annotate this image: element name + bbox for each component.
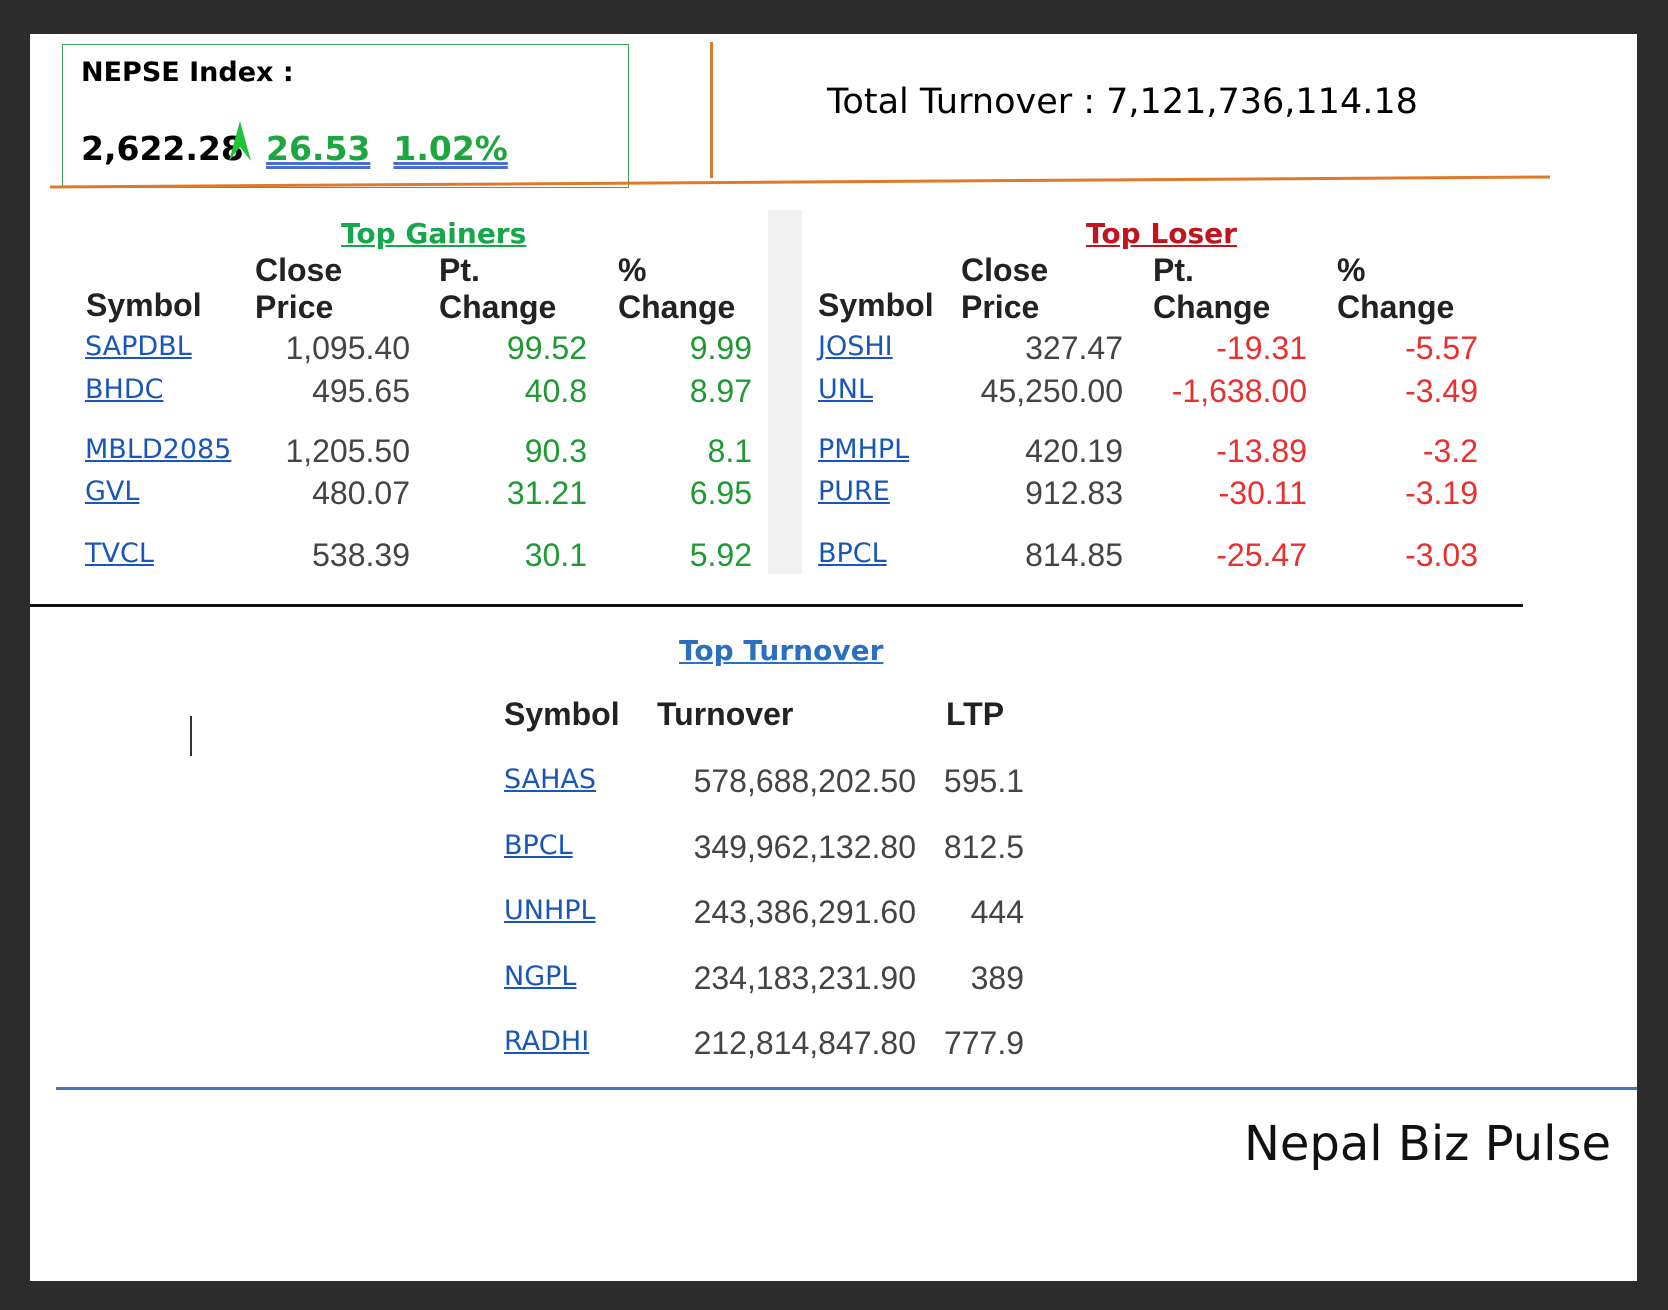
top-gainers-title[interactable]: Top Gainers [341,217,527,250]
loser-pct-change: -5.57 [1405,330,1478,366]
loser-pt-change: -30.11 [1218,475,1307,511]
footer-divider [56,1087,1637,1090]
loser-pct-change: -3.2 [1422,433,1478,469]
gainer-pt-change: 99.52 [506,330,587,366]
losers-header-pct-change: % Change [1337,252,1455,325]
gainer-pct-change: 6.95 [689,475,752,511]
turnover-value: 349,962,132.80 [693,829,916,865]
loser-close: 327.47 [1025,330,1123,366]
brand-name: Nepal Biz Pulse [1243,1116,1611,1172]
gainer-symbol-link[interactable]: SAPDBL [85,331,192,362]
loser-symbol-link[interactable]: PMHPL [818,434,910,465]
up-arrow-icon [229,121,251,161]
turnover-symbol-link[interactable]: UNHPL [504,895,596,926]
gainer-symbol-link[interactable]: MBLD2085 [85,434,232,465]
loser-close: 814.85 [1025,537,1123,573]
text-cursor [190,716,192,756]
gainer-symbol-link[interactable]: TVCL [85,538,154,569]
gainers-header-close: Close Price [255,252,343,325]
turnover-value: 243,386,291.60 [693,894,916,930]
turnover-value: 578,688,202.50 [693,763,916,799]
losers-header-symbol: Symbol [818,287,934,323]
gainers-header-symbol: Symbol [86,287,202,323]
loser-close: 420.19 [1025,433,1123,469]
turnover-header-turnover: Turnover [657,696,794,732]
loser-pt-change: -1,638.00 [1171,373,1307,409]
turnover-value: 212,814,847.80 [693,1025,916,1061]
gainers-header-pt-change: Pt. Change [439,252,557,325]
turnover-ltp: 444 [970,894,1024,930]
nepse-index-box: NEPSE Index : 2,622.28 26.53 1.02% [62,44,629,188]
turnover-ltp: 595.1 [943,763,1024,799]
gainer-close: 1,205.50 [285,433,410,469]
gainer-symbol-link[interactable]: BHDC [85,374,164,405]
tables-separator [768,210,802,574]
turnover-ltp: 812.5 [943,829,1024,865]
gainer-pct-change: 8.97 [689,373,752,409]
loser-pct-change: -3.19 [1405,475,1478,511]
gainer-close: 495.65 [312,373,410,409]
loser-symbol-link[interactable]: UNL [818,374,874,405]
turnover-ltp: 777.9 [943,1025,1024,1061]
turnover-symbol-link[interactable]: SAHAS [504,764,597,795]
gainers-header-pct-change: % Change [618,252,736,325]
tables-divider [30,604,1523,607]
loser-pct-change: -3.49 [1405,373,1478,409]
gainer-pct-change: 8.1 [707,433,752,469]
loser-close: 45,250.00 [980,373,1123,409]
turnover-symbol-link[interactable]: BPCL [504,830,573,861]
gainer-pct-change: 5.92 [689,537,752,573]
report-sheet: NEPSE Index : 2,622.28 26.53 1.02% Total… [30,34,1637,1281]
gainer-pt-change: 40.8 [524,373,587,409]
losers-header-close: Close Price [961,252,1049,325]
gainer-close: 480.07 [312,475,410,511]
index-label: NEPSE Index : [81,57,294,88]
loser-symbol-link[interactable]: BPCL [818,538,887,569]
gainer-close: 1,095.40 [285,330,410,366]
turnover-ltp: 389 [970,960,1024,996]
turnover-symbol-link[interactable]: NGPL [504,961,577,992]
header-divider [50,175,1550,189]
gainer-pt-change: 90.3 [524,433,587,469]
turnover-value: 234,183,231.90 [693,960,916,996]
loser-symbol-link[interactable]: PURE [818,476,890,507]
index-value: 2,622.28 [81,129,244,168]
header-vertical-divider [710,42,713,178]
gainer-pt-change: 30.1 [524,537,587,573]
losers-header-pt-change: Pt. Change [1153,252,1271,325]
gainer-pct-change: 9.99 [689,330,752,366]
total-turnover: Total Turnover : 7,121,736,114.18 [827,82,1418,122]
gainer-close: 538.39 [312,537,410,573]
loser-close: 912.83 [1025,475,1123,511]
loser-pt-change: -19.31 [1216,330,1307,366]
turnover-header-ltp: LTP [946,696,1005,732]
loser-pt-change: -25.47 [1216,537,1307,573]
loser-pt-change: -13.89 [1216,433,1307,469]
index-change[interactable]: 26.53 1.02% [266,129,508,168]
gainer-symbol-link[interactable]: GVL [85,476,140,507]
gainer-pt-change: 31.21 [506,475,587,511]
turnover-symbol-link[interactable]: RADHI [504,1026,590,1057]
top-loser-title[interactable]: Top Loser [1086,217,1237,250]
loser-pct-change: -3.03 [1405,537,1478,573]
loser-symbol-link[interactable]: JOSHI [818,331,893,362]
top-turnover-title[interactable]: Top Turnover [679,634,884,667]
turnover-header-symbol: Symbol [504,696,620,732]
